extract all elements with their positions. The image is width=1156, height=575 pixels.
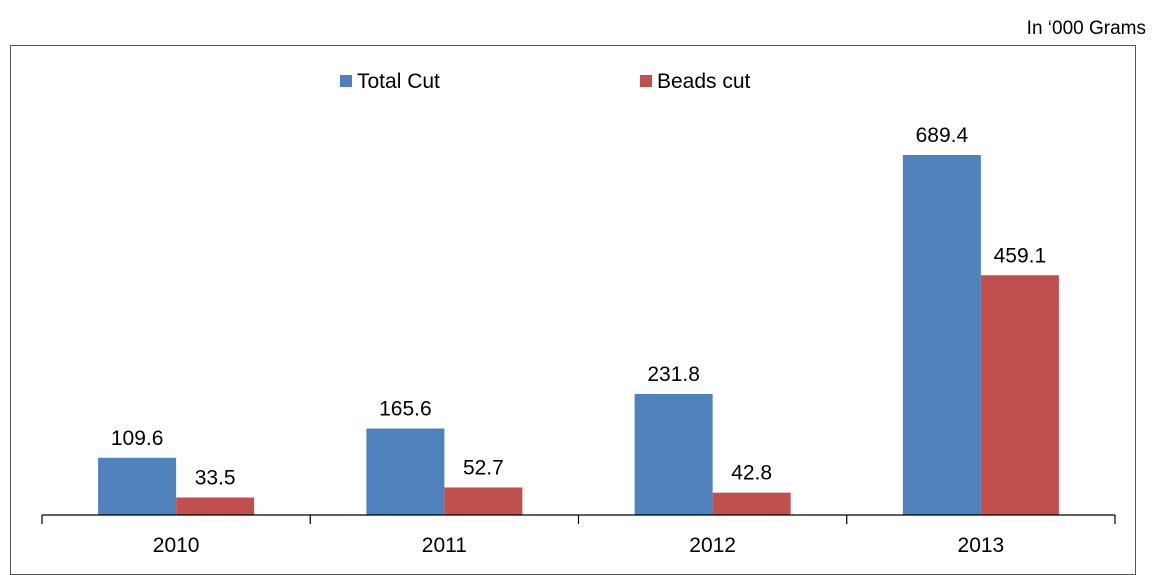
x-axis: 2010 2011 2012 2013 bbox=[41, 514, 1116, 557]
unit-label: In ‘000 Grams bbox=[1026, 18, 1146, 39]
data-label: 52.7 bbox=[463, 456, 504, 479]
legend-swatch bbox=[340, 75, 352, 87]
data-label: 459.1 bbox=[994, 244, 1047, 267]
legend: Total Cut Beads cut bbox=[340, 70, 751, 93]
x-tick-label: 2010 bbox=[153, 534, 200, 557]
bar-total-cut-2013 bbox=[902, 155, 981, 515]
bar-total-cut-2010 bbox=[98, 457, 177, 515]
x-tick-label: 2013 bbox=[958, 534, 1005, 557]
bars: 109.6 33.5 165.6 52.7 231.8 42.8 689.4 459.1 bbox=[98, 124, 1059, 515]
legend-label: Total Cut bbox=[357, 70, 440, 93]
bar-beads-cut-2011 bbox=[444, 487, 523, 515]
bar-beads-cut-2012 bbox=[712, 492, 791, 515]
x-tick-label: 2012 bbox=[689, 534, 736, 557]
legend-label: Beads cut bbox=[657, 70, 751, 93]
data-label: 42.8 bbox=[731, 462, 772, 485]
data-label: 165.6 bbox=[379, 398, 432, 421]
data-label: 109.6 bbox=[111, 427, 164, 450]
bar-total-cut-2012 bbox=[634, 393, 713, 515]
bar-beads-cut-2010 bbox=[176, 497, 255, 515]
bar-total-cut-2011 bbox=[366, 428, 445, 515]
data-label: 689.4 bbox=[916, 124, 969, 147]
data-label: 231.8 bbox=[647, 363, 700, 386]
legend-swatch bbox=[640, 75, 652, 87]
data-label: 33.5 bbox=[195, 467, 236, 490]
x-tick-label: 2011 bbox=[422, 534, 467, 557]
bar-chart: Total Cut Beads cut 109.6 33.5 165.6 52.7 231… bbox=[41, 70, 1116, 557]
bar-beads-cut-2013 bbox=[980, 275, 1059, 515]
